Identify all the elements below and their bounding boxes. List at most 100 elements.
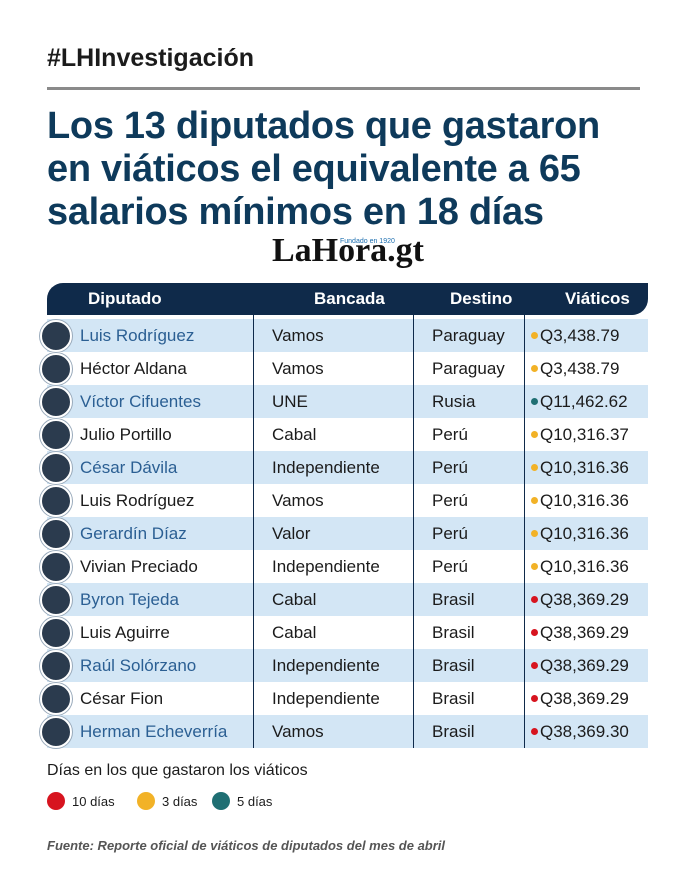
table-cell: Raúl Solórzano [80, 656, 197, 675]
avatar [40, 683, 72, 715]
logo: LaHora.gt [271, 232, 425, 269]
avatar [40, 485, 72, 517]
table-cell: Valor [272, 524, 311, 543]
table-cell: Cabal [272, 425, 317, 444]
title-line: en viáticos el equivalente a 65 [47, 148, 581, 190]
table-cell: Héctor Aldana [80, 359, 187, 378]
legend-label: 10 días [72, 794, 115, 809]
legend-dot [137, 792, 155, 810]
table-cell: Q38,369.29 [540, 656, 629, 675]
table-cell: Vamos [272, 491, 324, 510]
avatar [40, 419, 72, 451]
table-cell: Vivian Preciado [80, 557, 198, 576]
table-cell: Brasil [432, 623, 475, 642]
divider [47, 87, 640, 90]
dot [531, 662, 538, 669]
avatar [40, 452, 72, 484]
table-row [47, 616, 648, 649]
table-cell: César Dávila [80, 458, 178, 477]
source: Fuente: Reporte oficial de viáticos de d… [47, 838, 446, 853]
table-row [47, 319, 648, 352]
table-header [47, 283, 648, 315]
table-cell: Q11,462.62 [540, 392, 628, 411]
logo-tagline: Fundado en 1920 [340, 238, 395, 245]
table-cell: Byron Tejeda [80, 590, 179, 609]
column-separator [524, 315, 525, 748]
table-cell: Q38,369.29 [540, 623, 629, 642]
table-cell: Luis Rodríguez [80, 491, 195, 510]
table-cell: Perú [432, 458, 468, 477]
column-header: Viáticos [565, 289, 630, 308]
dot [531, 464, 538, 471]
table-cell: Perú [432, 524, 468, 543]
table-cell: Luis Rodríguez [80, 326, 195, 345]
column-header: Bancada [314, 289, 385, 308]
table-row [47, 484, 648, 517]
table-cell: Q10,316.36 [540, 524, 629, 543]
table-cell: Q3,438.79 [540, 359, 620, 378]
table-cell: Perú [432, 491, 468, 510]
legend-dot [212, 792, 230, 810]
legend-label: 3 días [162, 794, 198, 809]
table-cell: Vamos [272, 326, 324, 345]
table-row [47, 352, 648, 385]
table-row [47, 517, 648, 550]
table-row [47, 418, 648, 451]
table-cell: Paraguay [432, 326, 505, 345]
avatar [40, 650, 72, 682]
column-header: Destino [450, 289, 513, 308]
column-separator [413, 315, 414, 748]
avatar [40, 518, 72, 550]
avatar [40, 320, 72, 352]
table-cell: Q38,369.29 [540, 689, 629, 708]
table-cell: Q10,316.36 [540, 458, 629, 477]
table-cell: Q38,369.29 [540, 590, 629, 609]
column-header: Diputado [88, 289, 162, 308]
table-cell: Brasil [432, 689, 475, 708]
avatar [40, 551, 72, 583]
table-cell: Vamos [272, 359, 324, 378]
table-cell: Independiente [272, 656, 380, 675]
avatar [40, 353, 72, 385]
table-cell: Brasil [432, 656, 475, 675]
table-cell: Independiente [272, 689, 380, 708]
table-cell: Perú [432, 557, 468, 576]
avatar [40, 716, 72, 748]
table-row [47, 583, 648, 616]
dot [531, 497, 538, 504]
legend-label: 5 días [237, 794, 273, 809]
table-cell: Paraguay [432, 359, 505, 378]
title-line: Los 13 diputados que gastaron [47, 105, 600, 147]
avatar [40, 584, 72, 616]
dot [531, 332, 538, 339]
table-cell: Q10,316.36 [540, 557, 629, 576]
table-cell: Gerardín Díaz [80, 524, 187, 543]
dot [531, 596, 538, 603]
column-separator [253, 315, 254, 748]
table-cell: Vamos [272, 722, 324, 741]
table-cell: Independiente [272, 557, 380, 576]
table-cell: Q38,369.30 [540, 722, 629, 741]
table-cell: Julio Portillo [80, 425, 172, 444]
avatar [40, 617, 72, 649]
table-cell: Q3,438.79 [540, 326, 620, 345]
table-cell: Herman Echeverría [80, 722, 228, 741]
table-row [47, 715, 648, 748]
dot [531, 398, 538, 405]
dot [531, 431, 538, 438]
table-cell: Q10,316.37 [540, 425, 629, 444]
table-row [47, 682, 648, 715]
dot [531, 365, 538, 372]
hashtag: #LHInvestigación [47, 44, 254, 72]
table-cell: Brasil [432, 722, 475, 741]
table-row [47, 649, 648, 682]
table-cell: Rusia [432, 392, 476, 411]
table-cell: Q10,316.36 [540, 491, 629, 510]
table-row [47, 550, 648, 583]
table-cell: Independiente [272, 458, 380, 477]
table-cell: Perú [432, 425, 468, 444]
table-cell: Víctor Cifuentes [80, 392, 201, 411]
avatar [40, 386, 72, 418]
table-cell: Brasil [432, 590, 475, 609]
